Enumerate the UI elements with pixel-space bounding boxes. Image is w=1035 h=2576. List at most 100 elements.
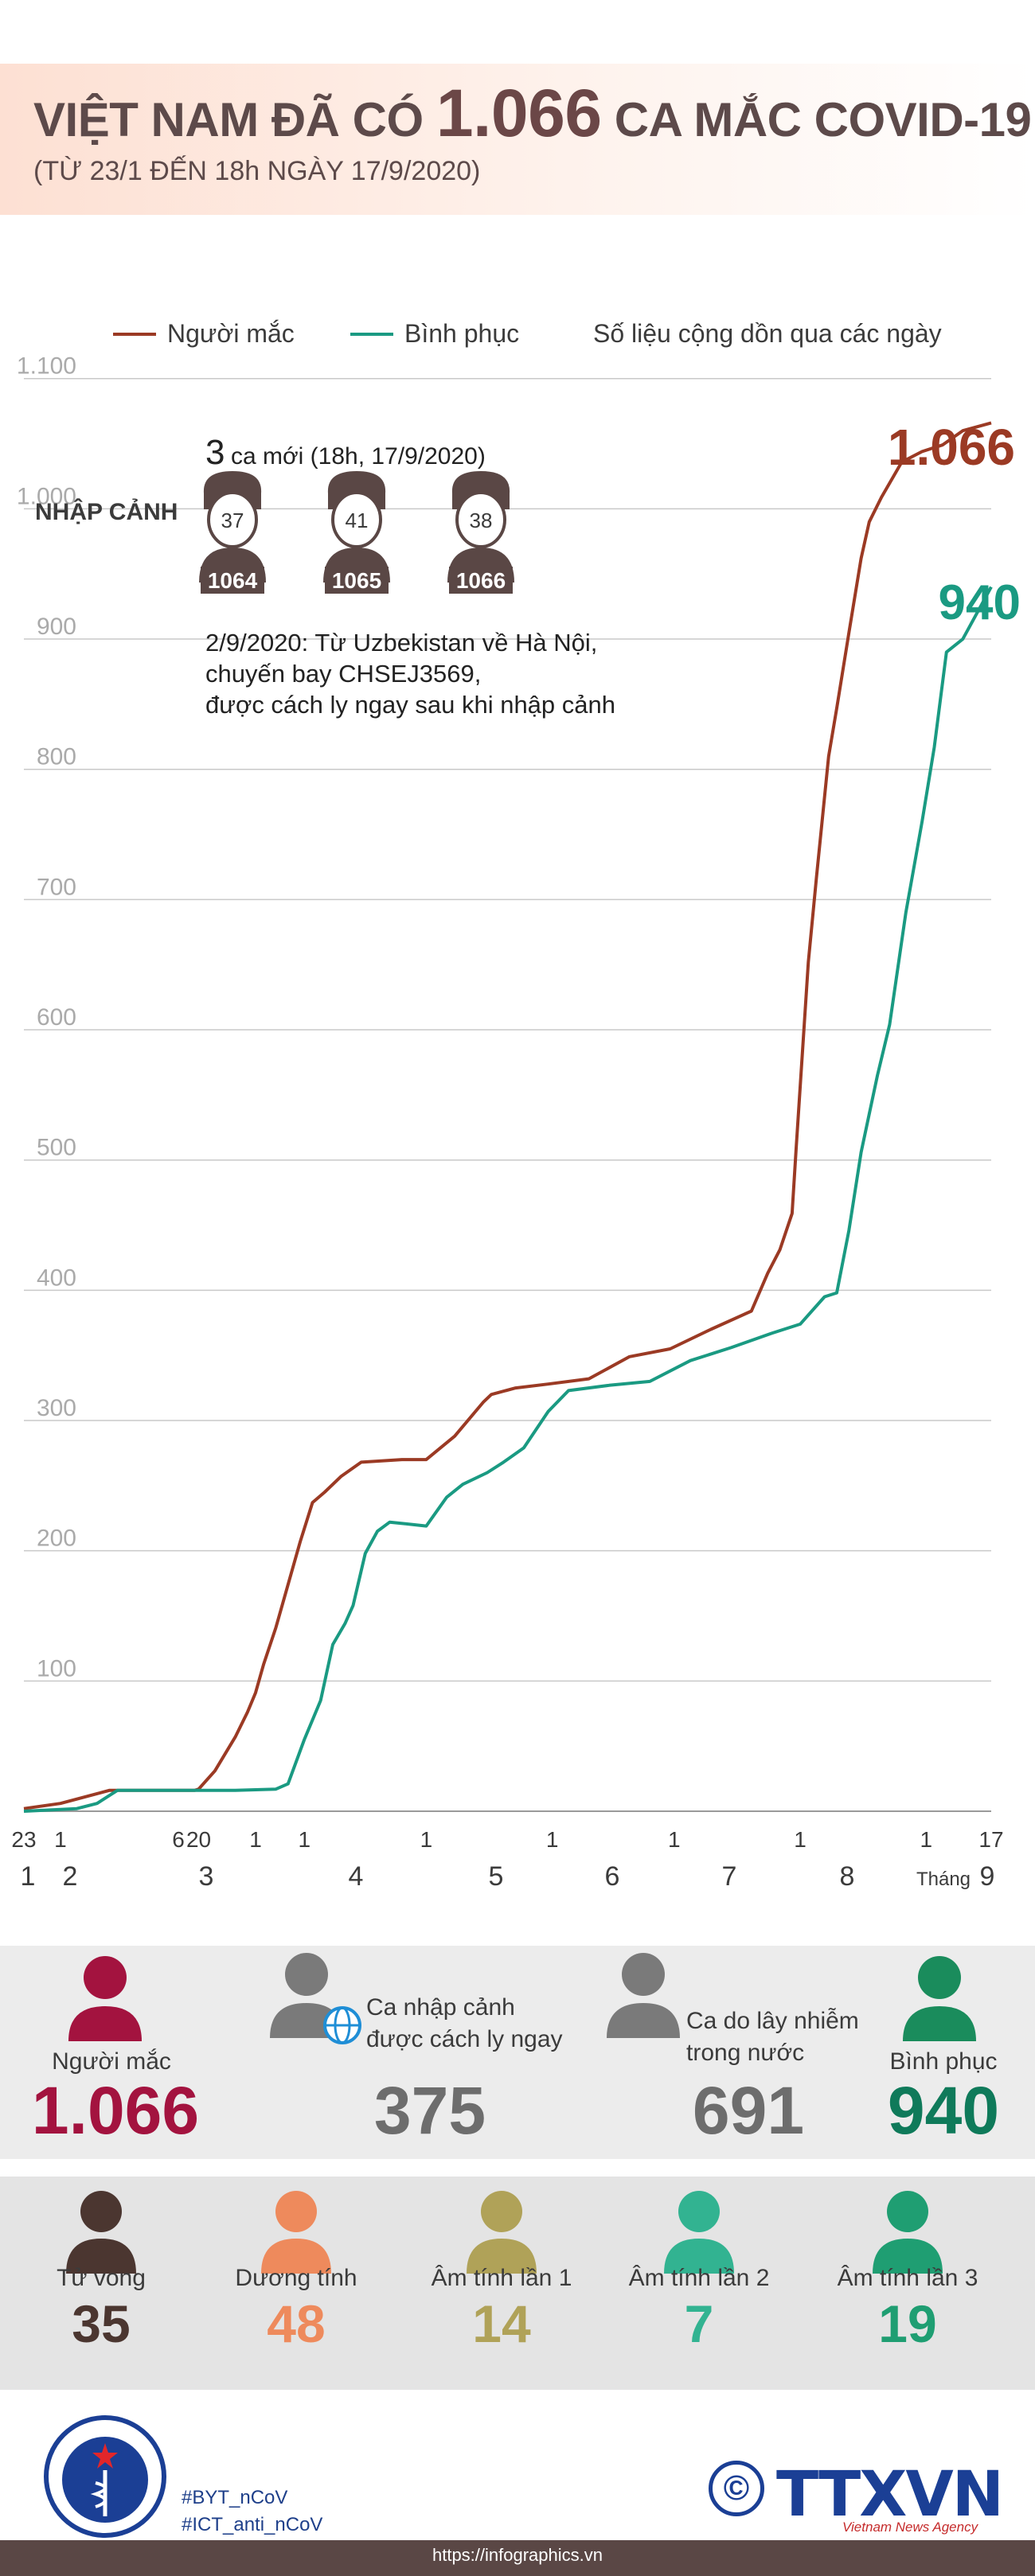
summary-value-local: 691 xyxy=(692,2073,805,2148)
status-value: 48 xyxy=(267,2294,326,2353)
status-item: Âm tính lần 3 19 xyxy=(812,2265,1003,2354)
person-icon xyxy=(66,2191,136,2274)
status-value: 14 xyxy=(472,2294,531,2353)
patient-icon: 41 1065 xyxy=(323,471,390,594)
face-icon xyxy=(331,491,382,548)
person-icon xyxy=(873,2191,943,2274)
hashtags: #BYT_nCoV #ICT_anti_nCoV xyxy=(182,2484,322,2539)
title-suffix: CA MẮC COVID-19 xyxy=(614,93,1032,146)
globe-icon xyxy=(323,2006,361,2044)
url-bar xyxy=(0,2540,1035,2576)
header-band xyxy=(0,64,1035,215)
person-body xyxy=(66,2239,136,2274)
x-month-tick-label: 9 xyxy=(980,1861,995,1892)
series-line-recovered xyxy=(23,586,993,1813)
new-cases-count: 3 xyxy=(205,433,225,472)
status-item: Âm tính lần 2 7 xyxy=(603,2265,795,2354)
patient-id: 1064 xyxy=(208,568,258,593)
x-day-tick-label: 20 xyxy=(186,1827,211,1852)
status-value: 19 xyxy=(878,2294,937,2353)
x-day-tick-label: 1 xyxy=(794,1827,807,1852)
y-tick-label: 1.100 xyxy=(17,353,76,380)
legend-cases: Người mắc xyxy=(167,319,295,348)
id-badge xyxy=(325,567,389,594)
y-tick-label: 600 xyxy=(37,1004,76,1031)
cumulative-chart: 1002003004005006007008009001.0001.1001.2… xyxy=(11,319,1021,1892)
summary-cases: Người mắc xyxy=(32,2048,191,2075)
status-icons xyxy=(66,2191,943,2274)
status-value: 35 xyxy=(72,2294,131,2353)
person-icon xyxy=(261,2191,331,2274)
person-head xyxy=(275,2191,317,2232)
title-prefix: VIỆT NAM ĐÃ CÓ xyxy=(33,93,424,146)
page-subtitle: (TỪ 23/1 ĐẾN 18h NGÀY 17/9/2020) xyxy=(33,156,481,186)
end-label-cases: 1.066 xyxy=(888,419,1015,476)
x-month-tick-label: 8 xyxy=(840,1861,855,1892)
x-month-tick-label: 5 xyxy=(489,1861,504,1892)
y-tick-label: 700 xyxy=(37,874,76,900)
summary-label: Người mắc xyxy=(52,2048,171,2075)
status-value: 7 xyxy=(684,2294,714,2353)
title-total: 1.066 xyxy=(435,76,602,150)
person-head xyxy=(481,2191,522,2232)
summary-value-imported: 375 xyxy=(373,2073,486,2148)
x-day-tick-label: 1 xyxy=(920,1827,933,1852)
new-cases-label: ca mới (18h, 17/9/2020) xyxy=(231,443,486,470)
patient-icons: 37 1064 41 1065 38 1066 xyxy=(199,471,514,594)
x-month-tick-label: 4 xyxy=(349,1861,364,1892)
y-tick-label: 300 xyxy=(37,1395,76,1421)
y-tick-label: 1.000 xyxy=(17,483,76,509)
face-icon xyxy=(207,491,258,548)
y-tick-label: 100 xyxy=(37,1655,76,1682)
x-day-tick-label: 1 xyxy=(668,1827,681,1852)
legend-recovered: Bình phục xyxy=(404,319,519,348)
case-desc-line-3: được cách ly ngay sau khi nhập cảnh xyxy=(205,691,615,719)
y-tick-label: 400 xyxy=(37,1265,76,1291)
hashtag: #BYT_nCoV xyxy=(182,2487,288,2508)
chart-series xyxy=(23,421,993,1813)
patient-icon: 38 1066 xyxy=(447,471,514,594)
status-item: Âm tính lần 1 14 xyxy=(406,2265,597,2354)
status-item: Dương tính 48 xyxy=(201,2265,392,2354)
patient-age: 38 xyxy=(470,509,493,532)
x-month-tick-label: 1 xyxy=(21,1861,36,1892)
series-line-cases xyxy=(23,421,992,1810)
person-icon xyxy=(68,1956,142,2041)
status-label: Dương tính xyxy=(235,2265,357,2291)
x-day-tick-label: 1 xyxy=(249,1827,262,1852)
id-badge xyxy=(201,567,264,594)
y-tick-label: 500 xyxy=(37,1135,76,1161)
person-icon xyxy=(607,1953,680,2038)
person-head xyxy=(887,2191,928,2232)
summary-label: Bình phục xyxy=(889,2048,998,2075)
patient-age: 41 xyxy=(346,509,369,532)
status-label: Âm tính lần 1 xyxy=(431,2265,572,2291)
status-label: Âm tính lần 3 xyxy=(837,2265,978,2291)
y-axis-ticks: 1002003004005006007008009001.0001.1001.2… xyxy=(17,353,76,1682)
person-body xyxy=(664,2239,734,2274)
person-head xyxy=(80,2191,122,2232)
x-month-tick-label: 6 xyxy=(605,1861,620,1892)
end-label-recovered: 940 xyxy=(939,575,1021,630)
new-cases-annotation: 3 ca mới (18h, 17/9/2020) NHẬP CẢNH 37 10… xyxy=(35,433,615,719)
category-label: NHẬP CẢNH xyxy=(35,498,178,525)
x-day-tick-label: 6 xyxy=(172,1827,185,1852)
y-tick-label: 200 xyxy=(37,1526,76,1552)
page-title: VIỆT NAM ĐÃ CÓ 1.066 CA MẮC COVID-19 xyxy=(33,75,1032,152)
person-icon xyxy=(903,1956,976,2041)
person-icon xyxy=(467,2191,537,2274)
x-day-tick-label: 1 xyxy=(54,1827,67,1852)
month-axis-label: Tháng xyxy=(916,1869,971,1890)
y-tick-label: 900 xyxy=(37,614,76,640)
source-url[interactable]: https://infographics.vn xyxy=(432,2545,603,2565)
person-body xyxy=(873,2239,943,2274)
status-label: Âm tính lần 2 xyxy=(628,2265,770,2291)
patient-id: 1066 xyxy=(456,568,506,593)
legend: Người mắc Bình phục Số liệu cộng dồn qua… xyxy=(113,319,942,348)
star-icon xyxy=(92,2443,118,2469)
case-desc-line-2: chuyến bay CHSEJ3569, xyxy=(205,660,481,688)
agency-logo: TTXVN xyxy=(776,2459,1004,2531)
x-day-tick-label: 17 xyxy=(978,1827,1003,1852)
y-tick-label: 800 xyxy=(37,744,76,770)
